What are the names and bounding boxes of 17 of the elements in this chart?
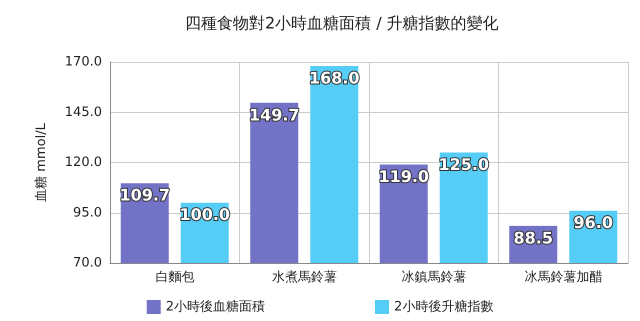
data-label: 109.7 xyxy=(119,186,170,205)
x-tick-label: 水煮馬鈴薯 xyxy=(272,270,337,285)
y-tick-label: 170.0 xyxy=(64,54,102,70)
y-axis-title: 血糖 mmol/L xyxy=(34,122,49,202)
x-tick-label: 冰鎮馬鈴薯 xyxy=(401,270,466,285)
x-tick-label: 白麵包 xyxy=(155,270,194,285)
x-tick-label: 冰馬鈴薯加醋 xyxy=(524,270,602,285)
legend-label: 2小時後血糖面積 xyxy=(166,300,266,314)
chart-title: 四種食物對2小時血糖面積 / 升糖指數的變化 xyxy=(185,14,499,32)
y-tick-label: 70.0 xyxy=(73,256,102,270)
legend-label: 2小時後升糖指數 xyxy=(394,300,494,314)
y-tick-label: 95.0 xyxy=(73,205,102,220)
data-label: 96.0 xyxy=(574,213,613,232)
data-label: 88.5 xyxy=(514,228,553,248)
y-tick-label: 120.0 xyxy=(64,155,102,170)
y-tick-label: 145.0 xyxy=(64,104,102,120)
data-label: 149.7 xyxy=(248,105,300,124)
